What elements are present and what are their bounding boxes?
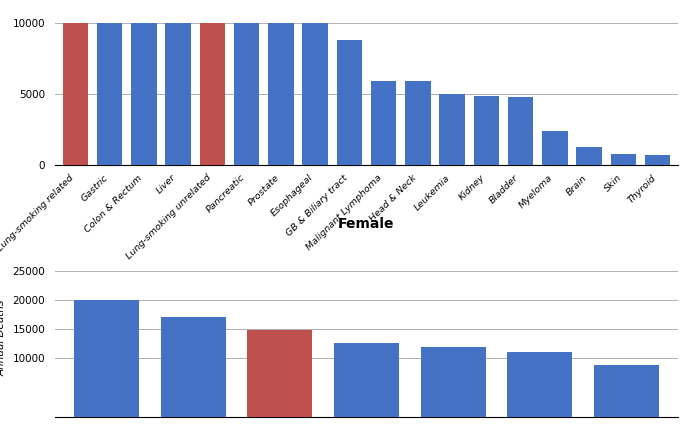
Text: Female: Female <box>338 217 395 231</box>
Bar <box>610 154 636 165</box>
Bar <box>421 347 486 416</box>
Bar <box>234 23 260 165</box>
Bar <box>542 131 568 165</box>
Bar <box>161 317 226 416</box>
Bar <box>334 343 399 416</box>
Bar <box>131 23 157 165</box>
Bar <box>268 23 294 165</box>
Bar <box>97 23 123 165</box>
Bar <box>507 352 572 416</box>
Bar <box>199 23 225 165</box>
Bar <box>473 96 499 165</box>
Bar <box>594 365 659 416</box>
Bar <box>508 97 534 165</box>
Y-axis label: Annual Deaths: Annual Deaths <box>0 300 7 376</box>
Bar <box>62 23 88 165</box>
Bar <box>165 23 191 165</box>
Bar <box>645 156 671 165</box>
Bar <box>247 331 312 416</box>
Bar <box>405 81 431 165</box>
Bar <box>576 147 602 165</box>
Bar <box>439 94 465 165</box>
Bar <box>302 23 328 165</box>
Bar <box>336 40 362 165</box>
Bar <box>74 300 139 416</box>
Bar <box>371 81 397 165</box>
